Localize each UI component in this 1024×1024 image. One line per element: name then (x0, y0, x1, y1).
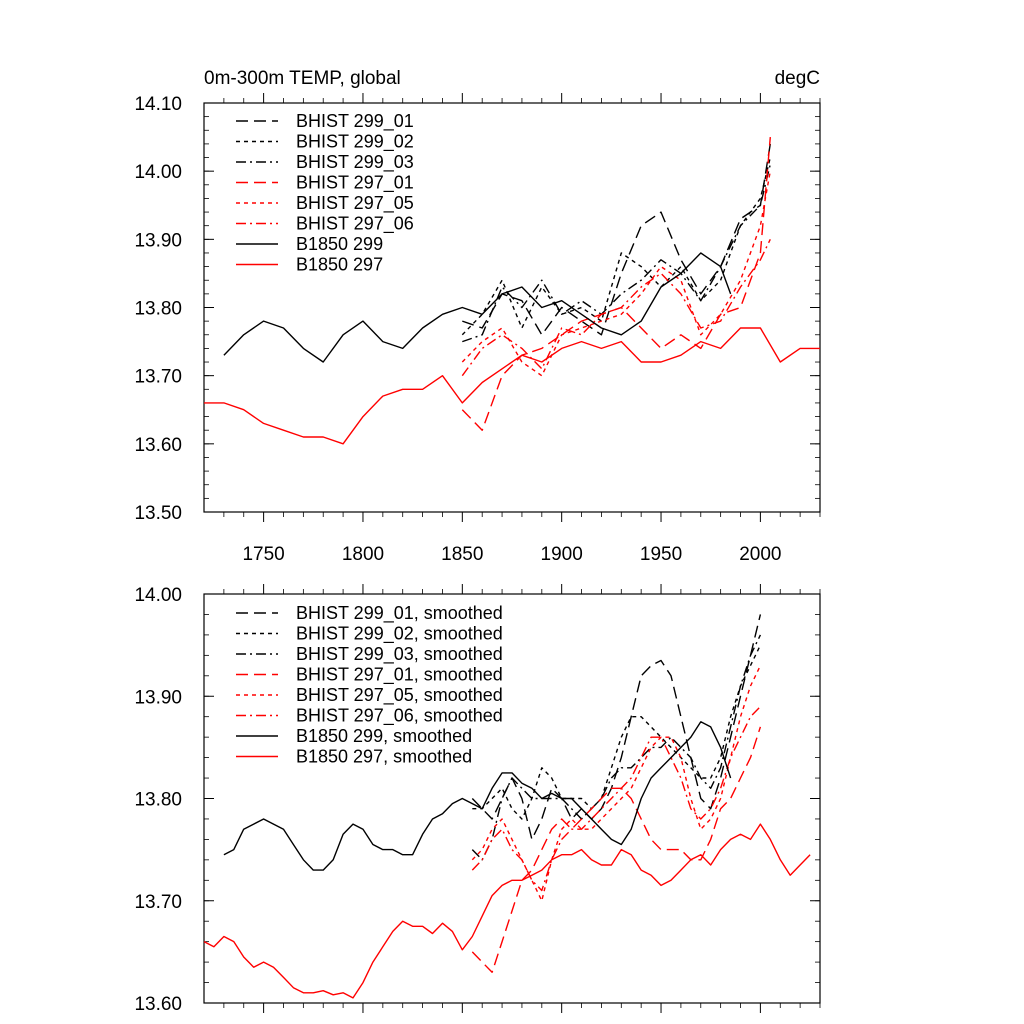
legend-entry: B1850 299 (296, 234, 383, 254)
series-line (203, 823, 811, 999)
y-tick-label: 13.80 (134, 790, 182, 811)
x-tick-label: 1850 (441, 544, 483, 565)
y-tick-label: 14.00 (134, 585, 182, 606)
series-line (461, 137, 771, 431)
y-tick-label: 13.80 (134, 299, 182, 320)
legend-entry: BHIST 299_02, smoothed (296, 624, 503, 645)
x-tick-label: 1950 (640, 544, 682, 565)
series-line (204, 327, 820, 445)
top-chart: 0m-300m TEMP, global degC 13.50 13.60 13.7… (134, 68, 821, 565)
x-tick-label: 2000 (739, 544, 781, 565)
series-line (471, 706, 761, 892)
series-line (461, 238, 771, 377)
series-line (471, 665, 762, 902)
legend-entry: BHIST 299_01, smoothed (296, 603, 503, 624)
y-tick-label: 13.70 (134, 367, 182, 388)
y-tick-label: 14.00 (134, 162, 182, 183)
legend-entry: BHIST 299_03 (296, 152, 414, 173)
legend-entry: BHIST 297_06, smoothed (296, 706, 503, 727)
series-line (462, 143, 771, 336)
chart-title: 0m-300m TEMP, global (204, 68, 401, 89)
series-line (223, 721, 732, 871)
series-line (471, 634, 762, 861)
series-line (471, 726, 762, 973)
series-line (461, 157, 771, 336)
y-tick-label: 13.90 (134, 687, 182, 708)
legend-entry: BHIST 297_01, smoothed (296, 665, 503, 686)
y-tick-label: 13.70 (134, 892, 182, 913)
legend-entry: BHIST 297_01 (296, 173, 414, 194)
legend-entry: BHIST 297_05 (296, 193, 414, 214)
legend-entry: BHIST 297_06 (296, 214, 414, 235)
legend-entry: BHIST 297_05, smoothed (296, 685, 503, 706)
legend-entry: BHIST 299_03, smoothed (296, 644, 503, 665)
y-tick-label: 14.10 (134, 94, 182, 115)
series-line (223, 252, 732, 363)
y-tick-label: 13.50 (134, 503, 182, 524)
units-label: degC (775, 68, 820, 89)
bottom-chart: 13.60 13.70 13.80 13.90 14.00 BHIST 299_01, s… (134, 584, 821, 1015)
x-tick-label: 1900 (541, 544, 583, 565)
legend-entry: BHIST 299_02 (296, 132, 414, 153)
legend-entry: BHIST 299_01 (296, 111, 414, 132)
legend-entry: B1850 299, smoothed (296, 726, 472, 746)
x-tick-label: 1750 (242, 544, 284, 565)
y-tick-label: 13.60 (134, 994, 182, 1015)
series-line (461, 171, 771, 377)
legend-entry: B1850 297 (296, 255, 383, 275)
series-line (472, 644, 762, 820)
legend-entry: B1850 297, smoothed (296, 747, 472, 767)
y-tick-label: 13.60 (134, 435, 182, 456)
y-tick-label: 13.90 (134, 230, 182, 251)
x-tick-label: 1800 (342, 544, 384, 565)
